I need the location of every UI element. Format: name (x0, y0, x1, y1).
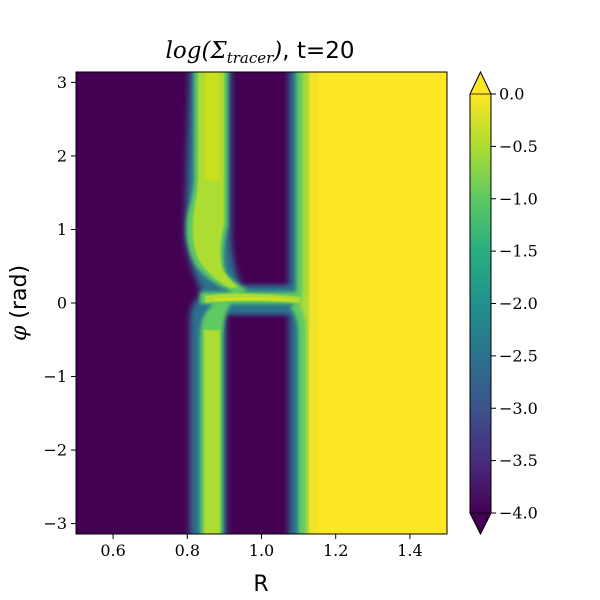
y-axis: −3 −2 −1 0 1 2 3 (43, 73, 76, 533)
y-tick-label: 2 (57, 146, 67, 165)
colorbar-extend-bottom (469, 512, 492, 535)
x-tick-label: 0.8 (175, 541, 200, 560)
y-tick-label: 3 (57, 73, 67, 92)
colorbar-tick-label: −3.0 (499, 399, 538, 418)
x-axis: 0.6 0.8 1.0 1.2 1.4 (100, 534, 423, 560)
colorbar-tick-label: −2.5 (499, 346, 538, 365)
heatmap-outer-region (315, 72, 447, 534)
x-tick-label: 1.0 (249, 541, 274, 560)
colorbar-tick-label: −1.5 (499, 242, 538, 261)
colorbar: 0.0 −0.5 −1.0 −1.5 −2.0 −2.5 −3.0 −3.5 −4.0 (469, 70, 538, 536)
y-tick-label: −2 (43, 441, 67, 460)
y-tick-label: 1 (57, 220, 67, 239)
x-tick-label: 1.4 (397, 541, 422, 560)
colorbar-body (470, 94, 491, 513)
colorbar-tick-label: −2.0 (499, 294, 538, 313)
chart-title: log(Σtracer), t=20 (166, 38, 355, 67)
y-axis-label: φ (rad) (7, 265, 32, 341)
colorbar-tick-label: −3.5 (499, 451, 538, 470)
colorbar-ticks: 0.0 −0.5 −1.0 −1.5 −2.0 −2.5 −3.0 −3.5 −4.0 (491, 85, 538, 523)
y-tick-label: 0 (57, 294, 67, 313)
colorbar-tick-label: −4.0 (499, 504, 538, 523)
x-tick-label: 1.2 (323, 541, 348, 560)
y-tick-label: −3 (43, 514, 67, 533)
x-tick-label: 0.6 (100, 541, 125, 560)
colorbar-tick-label: 0.0 (499, 85, 524, 104)
heatmap-bridge (205, 293, 300, 303)
y-tick-label: −1 (43, 367, 67, 386)
heatmap-inner-core (192, 72, 238, 534)
colorbar-extend-top (469, 71, 492, 95)
colorbar-tick-label: −0.5 (499, 137, 538, 156)
x-axis-label: R (253, 572, 268, 597)
colorbar-tick-label: −1.0 (499, 189, 538, 208)
heatmap-field (76, 72, 447, 534)
